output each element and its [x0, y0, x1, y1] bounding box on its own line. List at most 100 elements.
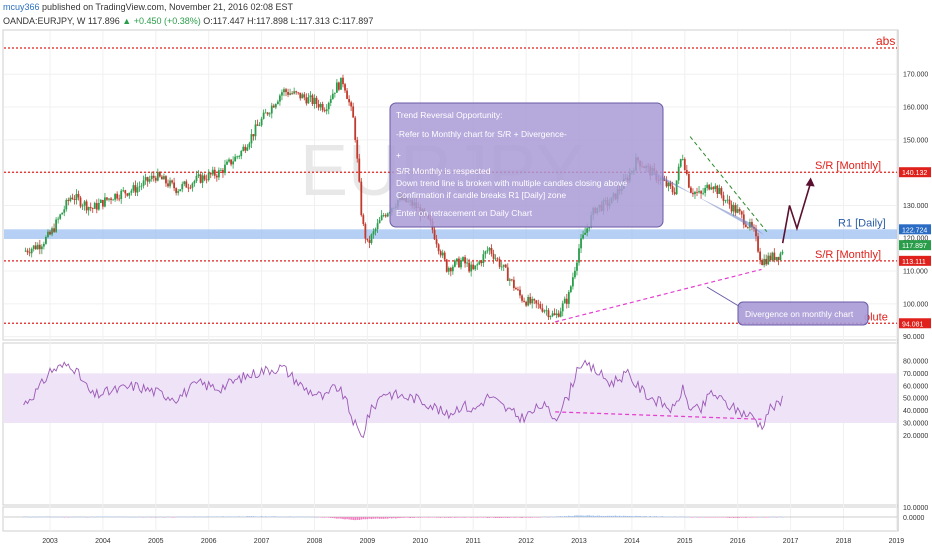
- note-line: Confirmation if candle breaks R1 [Daily]…: [396, 190, 566, 200]
- candle-body: [331, 93, 334, 100]
- candle-body: [323, 110, 326, 112]
- candle-body: [69, 197, 72, 201]
- macd-bar: [657, 516, 660, 518]
- candle-body: [305, 97, 308, 104]
- macd-bar: [28, 516, 31, 518]
- candle-body: [244, 146, 247, 151]
- macd-bar: [468, 517, 470, 518]
- macd-bar: [541, 516, 544, 518]
- macd-bar: [749, 517, 751, 518]
- macd-bar: [150, 517, 153, 518]
- price-badge-label: 117.897: [902, 243, 927, 250]
- candle-body: [63, 209, 66, 213]
- sr-level-label: S/R [Monthly]: [815, 160, 881, 172]
- macd-bar: [443, 517, 446, 518]
- macd-bar: [651, 516, 654, 517]
- time-tick-label: 2015: [677, 538, 693, 545]
- candle-body: [112, 199, 114, 201]
- macd-bar: [273, 516, 275, 517]
- macd-bar: [415, 517, 418, 518]
- candle-body: [744, 224, 747, 227]
- macd-bar: [175, 516, 177, 518]
- note-line: Enter on retracement on Daily Chart: [396, 208, 533, 218]
- macd-bar: [382, 517, 385, 519]
- macd-bar: [393, 517, 395, 519]
- candle-body: [576, 262, 578, 271]
- macd-bar: [563, 516, 566, 517]
- macd-bar: [313, 516, 316, 518]
- macd-bar: [441, 517, 444, 518]
- candle-body: [289, 93, 291, 95]
- macd-bar: [185, 516, 188, 518]
- macd-bar: [285, 516, 287, 518]
- macd-bar: [163, 517, 165, 518]
- candle-body: [47, 231, 49, 237]
- macd-bar: [598, 515, 601, 517]
- macd-bar: [431, 517, 434, 518]
- macd-bar: [606, 515, 609, 517]
- candle-body: [728, 199, 731, 205]
- macd-bar: [694, 516, 696, 518]
- macd-bar: [551, 516, 554, 518]
- candle-body: [519, 289, 521, 296]
- candle-body: [193, 180, 196, 184]
- candle-body: [482, 254, 485, 264]
- candle-body: [486, 250, 489, 252]
- candle-body: [317, 103, 320, 108]
- macd-bar: [435, 517, 438, 518]
- macd-bar: [242, 516, 245, 518]
- candle-body: [669, 182, 672, 187]
- time-tick-label: 2005: [148, 538, 164, 545]
- macd-bar: [344, 517, 346, 520]
- macd-bar: [677, 516, 680, 518]
- price-badge: [899, 167, 931, 178]
- candle-body: [435, 239, 438, 245]
- macd-bar: [407, 517, 409, 518]
- candle-body: [146, 177, 149, 182]
- macd-bar: [624, 515, 627, 517]
- candle-body: [683, 159, 686, 171]
- candle-body: [132, 185, 135, 191]
- macd-bar: [399, 517, 401, 519]
- candle-body: [730, 204, 733, 212]
- macd-bar: [108, 516, 110, 518]
- candle-body: [230, 159, 232, 165]
- rsi-tick-label: 30.0000: [903, 421, 928, 428]
- candle-body: [65, 199, 68, 210]
- author-link[interactable]: mcuy366: [3, 2, 40, 12]
- macd-tick-label: 0.0000: [903, 515, 925, 522]
- price-tick-label: 130.000: [903, 203, 928, 210]
- macd-bar: [610, 515, 613, 517]
- macd-bar: [317, 516, 320, 518]
- candle-body: [189, 187, 192, 189]
- macd-bar: [429, 517, 432, 518]
- macd-bar: [374, 517, 377, 519]
- macd-bar: [673, 516, 676, 517]
- note-line: +: [396, 150, 401, 160]
- candle-body: [553, 313, 556, 316]
- macd-bar: [75, 516, 78, 518]
- candle-body: [242, 146, 245, 151]
- macd-bar: [759, 516, 761, 518]
- candle-body: [203, 175, 206, 180]
- candle-body: [150, 175, 153, 180]
- time-tick-label: 2016: [730, 538, 746, 545]
- last-price: 117.896: [87, 16, 120, 26]
- macd-bar: [706, 517, 708, 518]
- macd-bar: [32, 516, 35, 518]
- macd-bar: [395, 517, 397, 519]
- candle-body: [763, 258, 766, 266]
- macd-bar: [30, 516, 33, 518]
- time-tick-label: 2018: [836, 538, 852, 545]
- macd-bar: [142, 517, 145, 518]
- candle-body: [30, 248, 33, 254]
- macd-bar: [148, 516, 151, 518]
- macd-bar: [639, 515, 641, 517]
- macd-bar: [565, 516, 568, 517]
- macd-bar: [81, 516, 84, 518]
- candle-body: [81, 205, 84, 207]
- macd-bar: [207, 516, 210, 518]
- candle-body: [220, 169, 222, 171]
- macd-bar: [95, 516, 98, 518]
